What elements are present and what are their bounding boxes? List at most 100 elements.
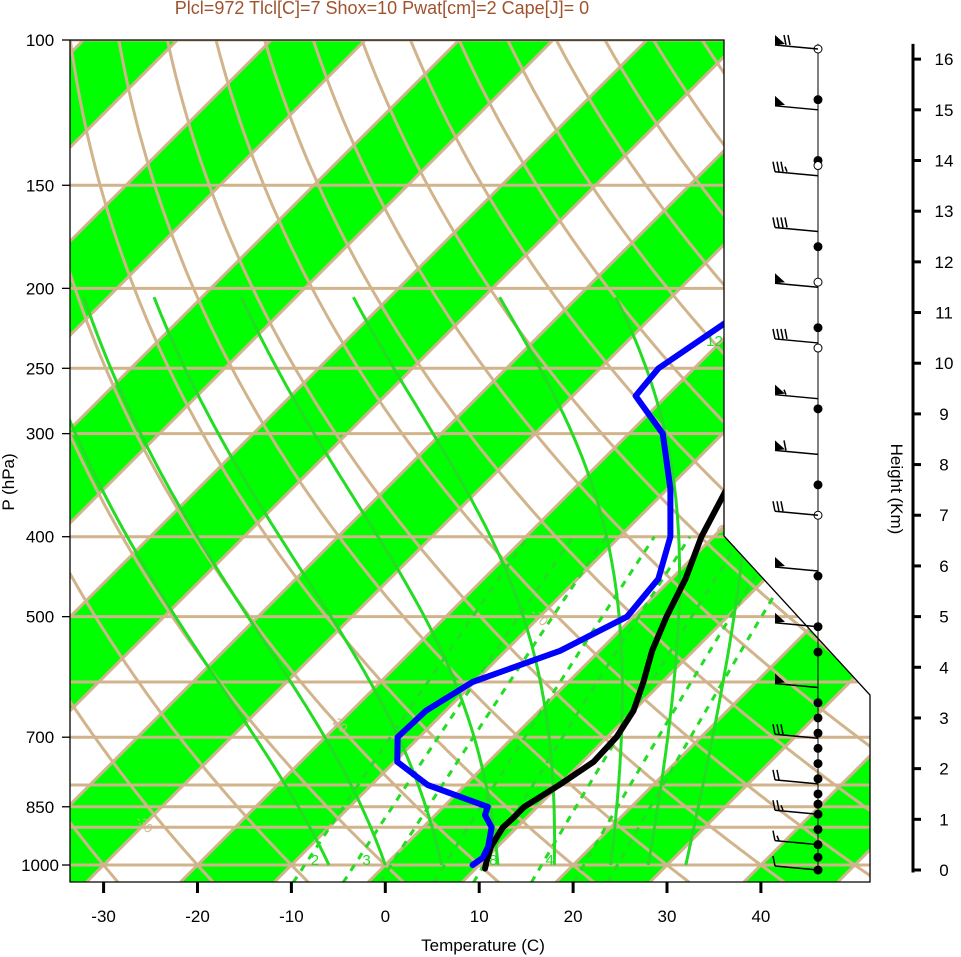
isotherm (70, 40, 836, 882)
mixing-ratio-label: 8 (489, 852, 497, 869)
isotherm (461, 40, 870, 882)
mixing-ratio-label: 4 (545, 852, 553, 869)
wind-barb-feather (776, 217, 780, 228)
mixing-ratio-line (572, 535, 781, 882)
dry-adiabat (449, 40, 870, 882)
isotherm-label: 30 (861, 650, 882, 671)
height-tick-label: 0 (939, 861, 948, 880)
mixing-ratio-line (291, 535, 530, 882)
wind-barb-pennant (775, 612, 785, 623)
isotherm (179, 40, 870, 882)
wind-barb-shaft (774, 449, 819, 456)
wind-barb-feather (780, 217, 784, 228)
height-marker (813, 343, 823, 353)
height-marker (813, 713, 823, 723)
wind-barb-shaft (774, 170, 819, 177)
dry-adiabat (305, 40, 870, 882)
height-marker (813, 242, 823, 252)
wind-barb-feather (787, 34, 791, 46)
pressure-axis: 100 150 200 250 300 400 500 700 850 1000 (21, 31, 70, 875)
temperature-band (70, 40, 553, 882)
wind-barb-feather (776, 501, 780, 512)
temperature-band (70, 40, 870, 882)
temperature-band (70, 40, 366, 882)
temperature-tick-label: -20 (185, 907, 210, 926)
moist-adiabat (70, 296, 331, 866)
temperature-tick-label: 30 (658, 907, 677, 926)
wind-barb-feather (783, 389, 787, 395)
height-marker (813, 95, 823, 105)
mixing-ratio-line (606, 535, 811, 882)
wind-barb-feather (783, 440, 787, 451)
isotherm (70, 40, 273, 882)
mixing-ratio-label: 2 (311, 852, 319, 869)
isotherm (70, 40, 742, 882)
temperature-tick-label: -30 (91, 907, 116, 926)
height-marker (813, 404, 823, 414)
moist-adiabats (70, 296, 751, 866)
mixing-ratio-label: 3 (362, 852, 370, 869)
pressure-tick-label: 150 (26, 176, 54, 195)
wind-barb-shaft (774, 682, 819, 689)
wind-barb-feather (772, 501, 776, 512)
height-tick-label: 7 (939, 506, 948, 525)
isotherm (70, 40, 648, 882)
wind-barb-pennant (775, 440, 785, 451)
wind-barb-feather (784, 217, 788, 228)
plot-frame (69, 39, 871, 883)
wind-barb-feather (772, 830, 776, 841)
dry-adiabat (70, 40, 123, 882)
wind-barb-pennant (775, 95, 785, 106)
isotherm (70, 40, 367, 882)
height-marker (813, 161, 823, 171)
height-axis-title: Height (Km) (887, 444, 906, 535)
pressure-tick-label: 850 (26, 798, 54, 817)
temperature-profile (482, 40, 870, 872)
wind-barb-shaft (774, 393, 819, 400)
isotherm (70, 40, 555, 882)
wind-barb-shaft (774, 282, 819, 288)
height-marker (813, 824, 823, 834)
wind-barb-shaft (774, 621, 819, 628)
wind-barb-feather (772, 769, 776, 780)
wind-barb-feather (776, 800, 780, 811)
wind-barb-column (772, 34, 823, 875)
wind-barb-feather (780, 328, 784, 340)
wind-barb-pennant (775, 35, 785, 45)
wind-barb-feather (776, 724, 780, 735)
height-tick-label: 6 (939, 557, 948, 576)
height-tick-label: 10 (935, 354, 954, 373)
moist-adiabat (82, 296, 387, 866)
isotherm-label: 0 (762, 473, 778, 489)
wind-barb-feather (772, 328, 776, 340)
x-axis-title: Temperature (C) (421, 936, 545, 955)
wind-barb-feather (772, 724, 776, 735)
temperature-band (180, 40, 870, 882)
wind-barb-pennant (775, 384, 785, 395)
chart-title: Plcl=972 Tlcl[C]=7 Shox=10 Pwat[cm]=2 Ca… (175, 0, 589, 18)
wind-barb-feather (784, 166, 788, 172)
mixing-ratio-line (432, 535, 656, 882)
height-tick-label: 3 (939, 709, 948, 728)
mixing-ratio-label: 12 (706, 333, 723, 350)
height-tick-label: 1 (939, 810, 948, 829)
wind-barb-shaft (774, 338, 819, 344)
wind-barb-pennant (775, 556, 785, 567)
height-tick-label: 9 (939, 405, 948, 424)
height-tick-label: 4 (939, 658, 948, 677)
moist-adiabat (239, 296, 500, 866)
height-tick-label: 14 (935, 151, 954, 170)
pressure-tick-label: 200 (26, 279, 54, 298)
wind-barb-feather (784, 328, 788, 340)
height-tick-label: 8 (939, 456, 948, 475)
pressure-tick-label: 1000 (21, 856, 59, 875)
height-tick-label: 16 (935, 50, 954, 69)
temperature-tick-label: 0 (381, 907, 390, 926)
wind-barb-feather (772, 161, 776, 172)
wind-barb-shaft (774, 865, 819, 871)
height-marker (813, 799, 823, 809)
wind-barb-feather (780, 161, 784, 172)
wind-barb-shaft (774, 566, 819, 572)
